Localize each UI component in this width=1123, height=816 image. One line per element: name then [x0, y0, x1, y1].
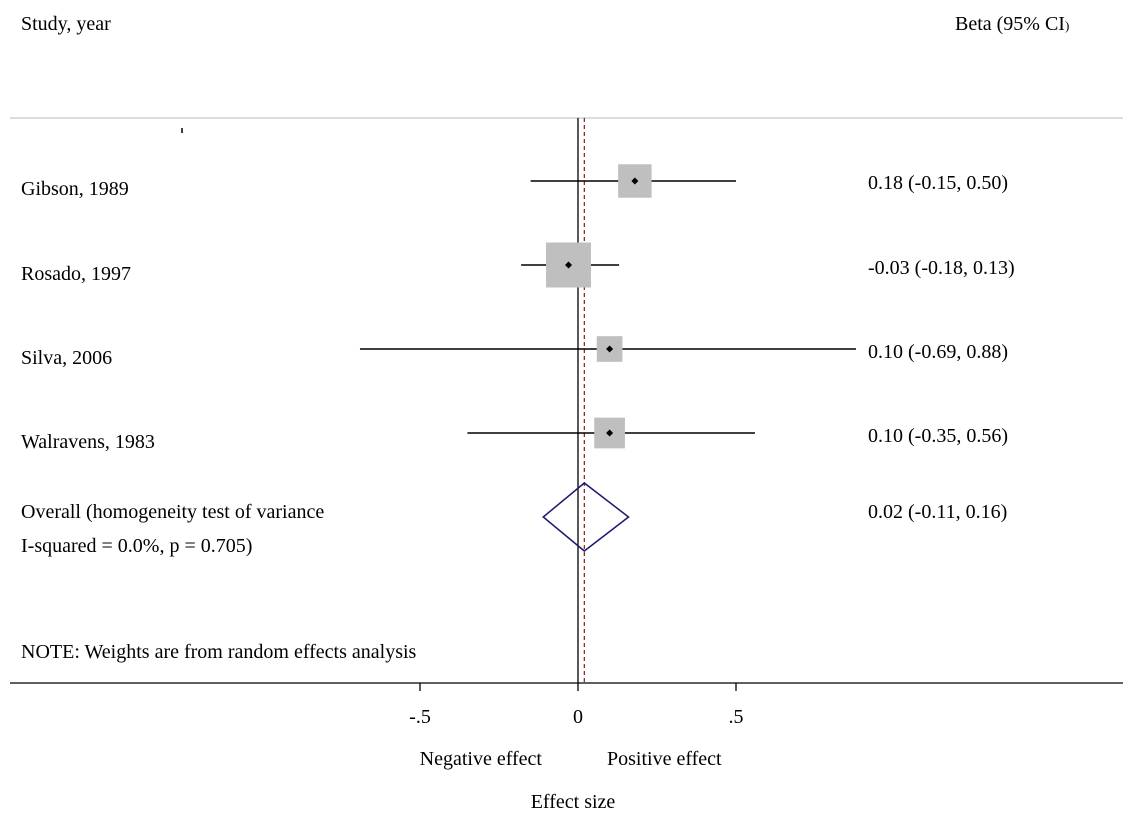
overall-ci-text: 0.02 (-0.11, 0.16)	[868, 501, 1007, 523]
study-label-silva: Silva, 2006	[21, 347, 112, 369]
study-row: Walravens, 1983 0.10 (-0.35, 0.56)	[21, 417, 1008, 453]
header-beta-ci-paren: )	[1065, 18, 1069, 33]
direction-negative: Negative effect	[420, 748, 543, 770]
study-label-rosado: Rosado, 1997	[21, 263, 131, 285]
study-row: Rosado, 1997 -0.03 (-0.18, 0.13)	[21, 242, 1015, 288]
point-estimate-silva	[606, 345, 614, 353]
overall-diamond	[542, 482, 630, 552]
x-axis-label: Effect size	[531, 791, 616, 813]
x-tick-label: -.5	[409, 706, 431, 728]
point-estimate-rosado	[565, 261, 573, 269]
point-estimate-gibson	[631, 177, 639, 185]
weights-note: NOTE: Weights are from random effects an…	[21, 641, 417, 663]
header-beta-ci-main: Beta (95% CI	[955, 13, 1065, 35]
point-estimate-walravens	[606, 429, 614, 437]
ci-text-rosado: -0.03 (-0.18, 0.13)	[868, 257, 1015, 279]
direction-positive: Positive effect	[607, 748, 722, 770]
study-label-gibson: Gibson, 1989	[21, 178, 129, 200]
study-row: Gibson, 1989 0.18 (-0.15, 0.50)	[21, 164, 1008, 200]
header-beta-ci: Beta (95% CI)	[955, 13, 1069, 35]
ci-text-walravens: 0.10 (-0.35, 0.56)	[868, 425, 1008, 447]
ci-text-gibson: 0.18 (-0.15, 0.50)	[868, 172, 1008, 194]
header-study-year: Study, year	[21, 13, 111, 35]
overall-label-line2: I-squared = 0.0%, p = 0.705)	[21, 535, 252, 557]
x-tick-label: 0	[573, 706, 583, 728]
study-row: Silva, 2006 0.10 (-0.69, 0.88)	[21, 336, 1008, 369]
x-tick-label: .5	[729, 706, 744, 728]
overall-label-line1: Overall (homogeneity test of variance	[21, 501, 324, 523]
ci-text-silva: 0.10 (-0.69, 0.88)	[868, 341, 1008, 363]
x-axis-ticks: -.5 0 .5	[409, 683, 744, 728]
study-label-walravens: Walravens, 1983	[21, 431, 155, 453]
